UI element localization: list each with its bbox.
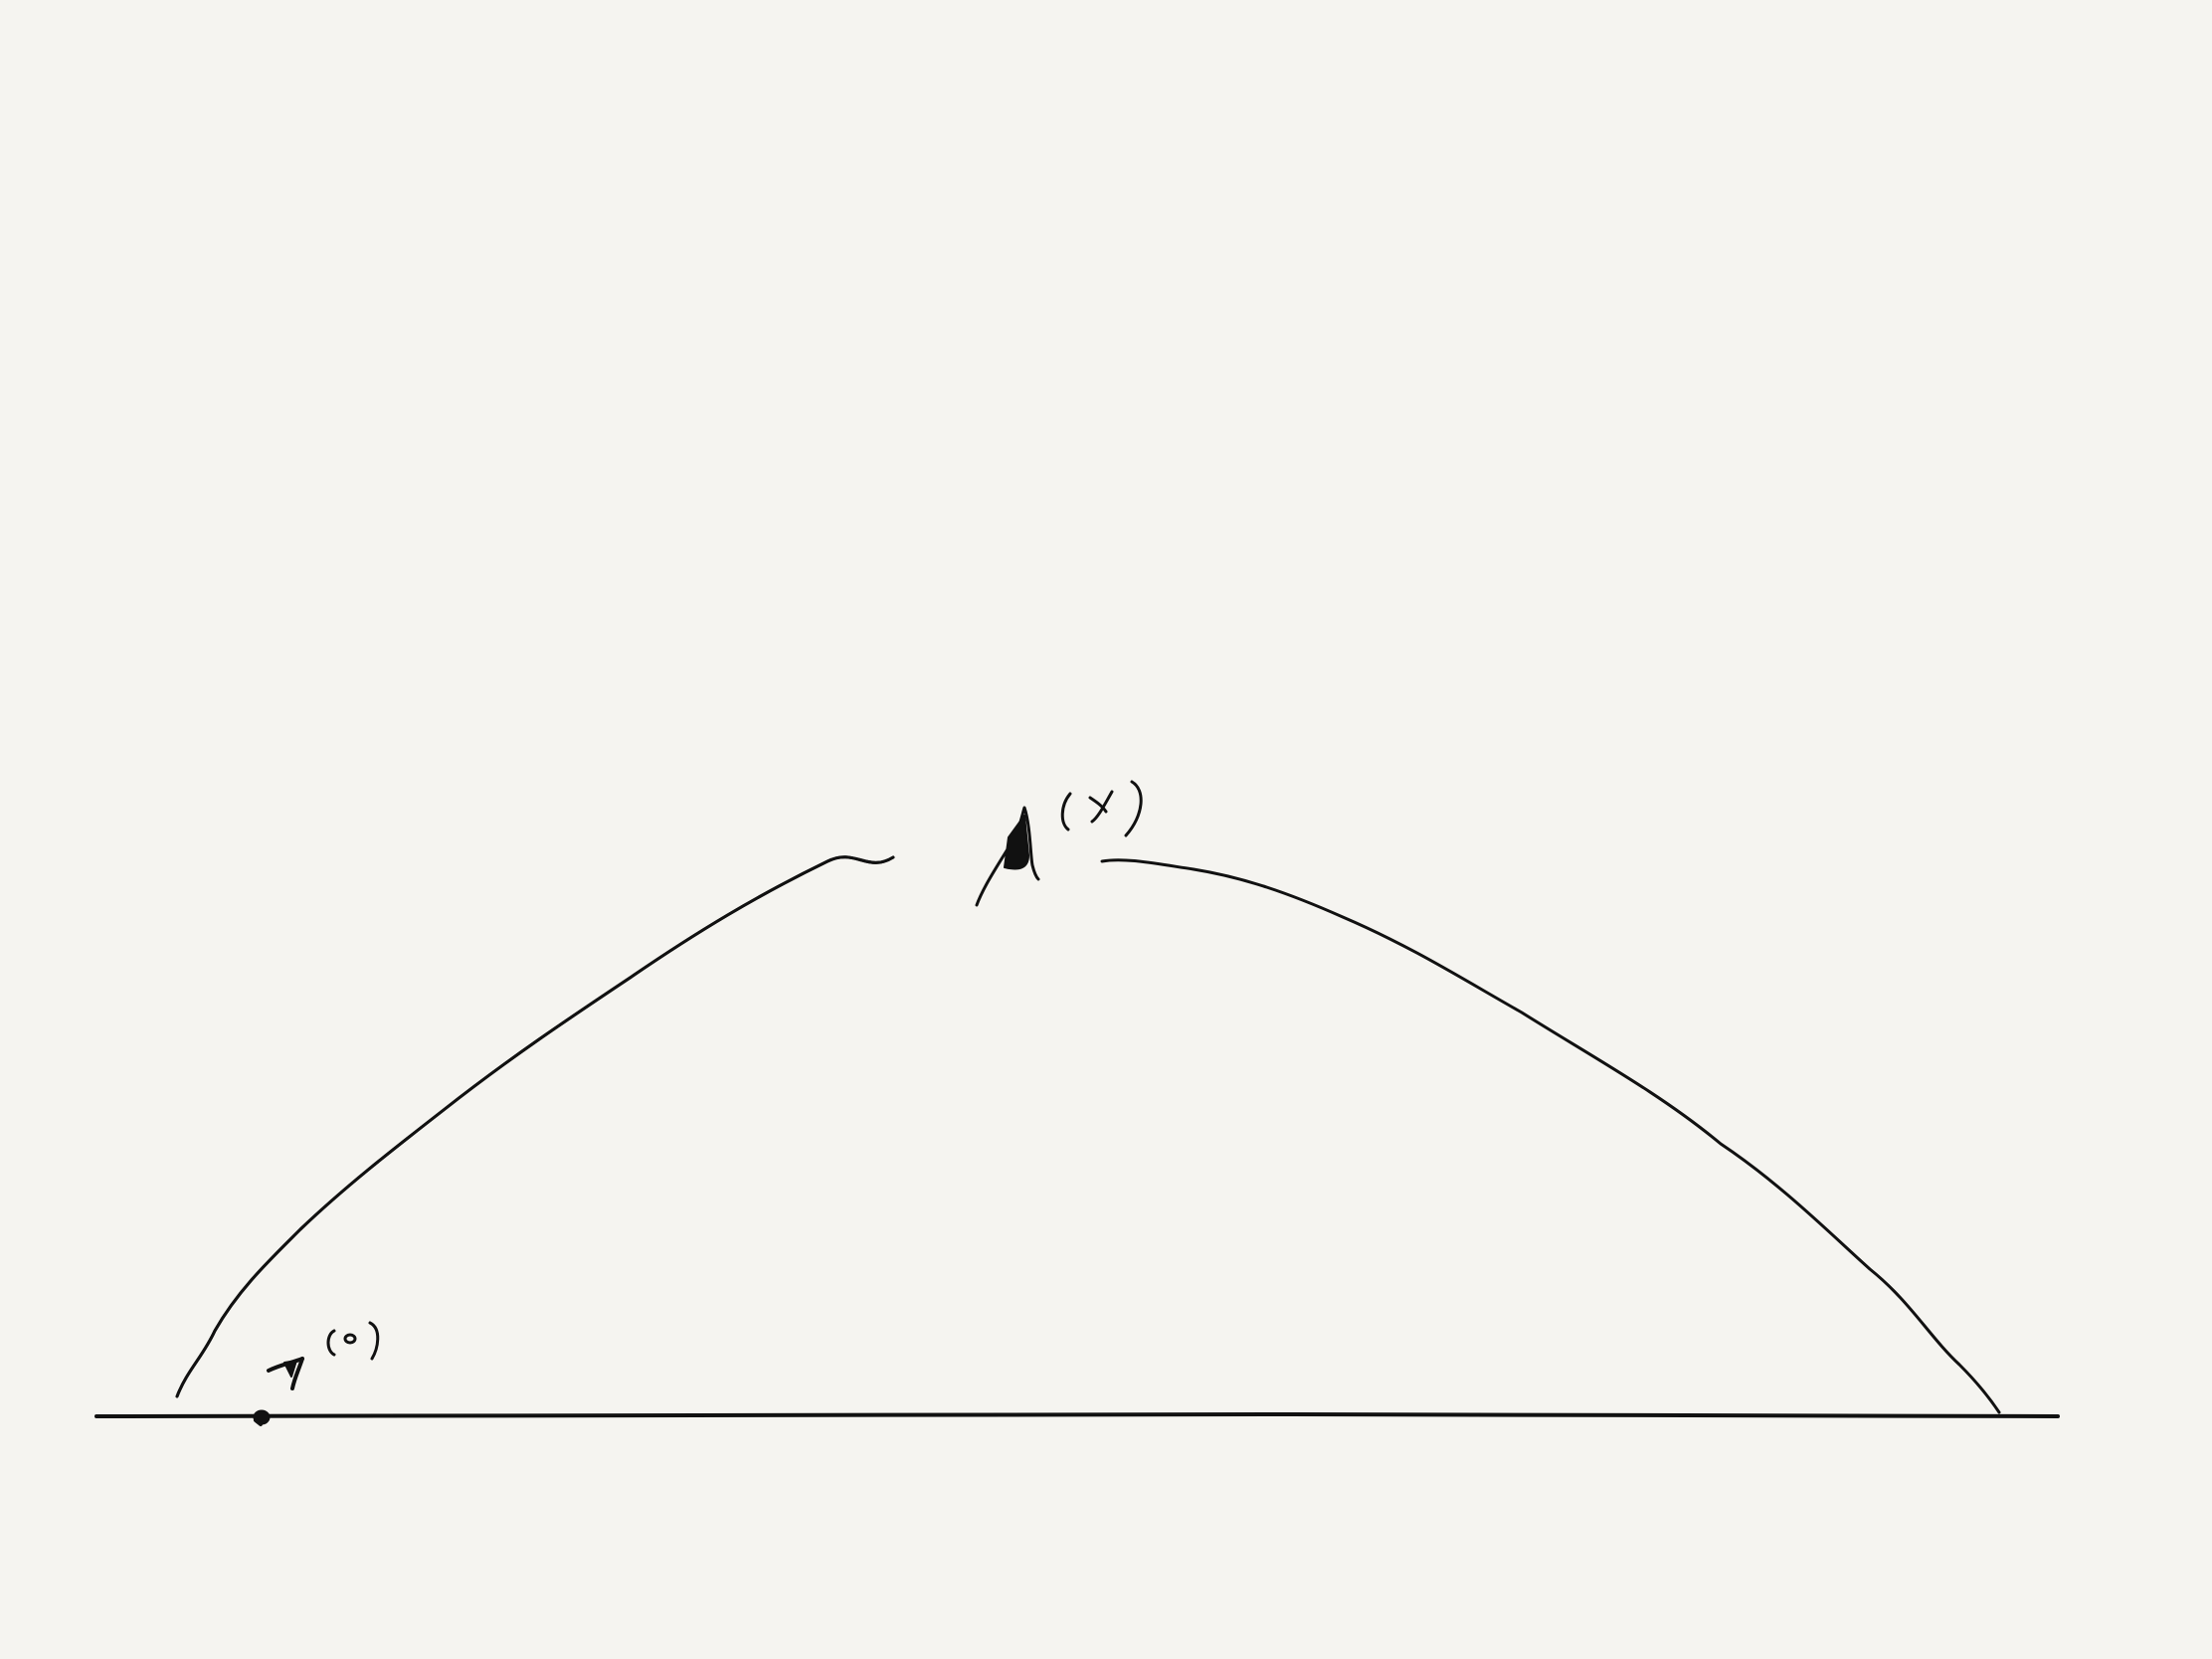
arc-left-segment	[175, 855, 895, 1398]
label-apex-handwritten	[975, 780, 1143, 907]
arc-right-segment	[1100, 858, 2001, 1414]
point-start-tail	[254, 1418, 263, 1426]
arc-left-curve	[175, 855, 895, 1398]
baseline	[94, 1412, 2060, 1418]
label-start-handwritten	[267, 1321, 380, 1390]
